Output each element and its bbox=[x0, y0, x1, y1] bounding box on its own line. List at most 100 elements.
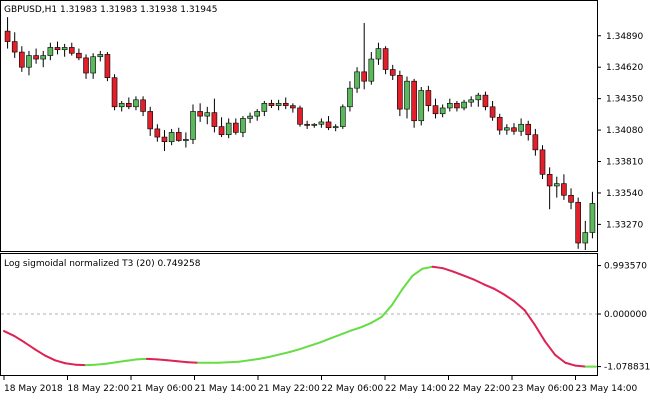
price-tick-label: 1.33270 bbox=[606, 220, 643, 230]
candle-body bbox=[432, 105, 439, 115]
candle-body bbox=[140, 99, 146, 112]
indicator-segment bbox=[278, 351, 291, 356]
candle-body bbox=[133, 99, 139, 108]
candles-group bbox=[4, 17, 596, 250]
indicator-tick-label: 0.000000 bbox=[604, 310, 647, 320]
candle-body bbox=[446, 102, 453, 109]
indicator-segment bbox=[543, 340, 557, 356]
candle-body bbox=[218, 126, 225, 136]
candle-body bbox=[418, 90, 425, 122]
indicator-segment bbox=[288, 348, 301, 354]
indicator-segment bbox=[554, 353, 567, 364]
candle-body bbox=[511, 127, 517, 132]
indicator-segment bbox=[360, 321, 373, 329]
candle-body bbox=[168, 132, 175, 143]
time-tick-label: 23 May 14:00 bbox=[576, 384, 638, 394]
indicator-segment bbox=[237, 359, 250, 363]
candle-body bbox=[425, 90, 432, 106]
indicator-segment bbox=[564, 361, 577, 367]
candle-body bbox=[97, 54, 104, 58]
indicator-segment bbox=[441, 267, 455, 273]
candle-body bbox=[33, 55, 39, 60]
candle-body bbox=[382, 48, 389, 70]
candle-body bbox=[90, 56, 96, 74]
candle-body bbox=[347, 87, 353, 108]
candle-body bbox=[197, 111, 203, 117]
indicator-segment bbox=[54, 359, 67, 365]
time-tick-label: 18 May 2018 bbox=[4, 384, 63, 394]
symbol-header: GBPUSD,H1 1.31983 1.31983 1.31938 1.3194… bbox=[4, 5, 217, 15]
candle-body bbox=[204, 112, 211, 117]
indicator-segment bbox=[125, 358, 138, 362]
candle-body bbox=[254, 111, 261, 117]
candle-body bbox=[247, 115, 253, 119]
price-tick-label: 1.34080 bbox=[606, 126, 643, 136]
time-tick-label: 22 May 14:00 bbox=[385, 384, 447, 394]
candle-body bbox=[339, 106, 346, 127]
candle-body bbox=[154, 128, 161, 138]
candle-body bbox=[389, 69, 396, 76]
price-axis: 1.34890 1.34620 1.34350 1.34080 1.33810 1.335… bbox=[597, 32, 643, 230]
candle-body bbox=[568, 194, 574, 203]
indicator-segment bbox=[431, 265, 444, 270]
candle-body bbox=[40, 55, 47, 60]
candle-body bbox=[54, 47, 61, 51]
indicator-segment bbox=[523, 309, 536, 326]
candle-body bbox=[561, 183, 567, 196]
candle-body bbox=[261, 102, 268, 112]
indicator-segment bbox=[299, 344, 312, 351]
candle-body bbox=[211, 112, 218, 127]
candle-body bbox=[225, 122, 232, 136]
price-pane-frame bbox=[0, 0, 598, 252]
candle-body bbox=[404, 80, 410, 110]
candle-body bbox=[311, 123, 318, 126]
indicator-segment bbox=[513, 300, 526, 312]
candle-body bbox=[361, 71, 367, 82]
price-tick-label: 1.34620 bbox=[606, 63, 643, 73]
candle-body bbox=[282, 102, 289, 106]
candle-body bbox=[496, 116, 503, 131]
candle-body bbox=[354, 71, 360, 89]
candle-body bbox=[11, 41, 18, 53]
candle-body bbox=[489, 106, 496, 118]
candle-body bbox=[589, 203, 596, 233]
candle-body bbox=[4, 30, 11, 42]
candle-body bbox=[290, 105, 296, 109]
candle-body bbox=[233, 122, 239, 133]
candle-body bbox=[111, 77, 118, 108]
candle-body bbox=[268, 102, 275, 106]
candle-body bbox=[190, 111, 196, 140]
indicator-segment bbox=[390, 288, 404, 307]
candle-body bbox=[26, 55, 32, 68]
candle-body bbox=[183, 139, 189, 141]
candle-body bbox=[454, 102, 460, 109]
candle-body bbox=[83, 57, 89, 74]
indicator-segment bbox=[503, 293, 516, 303]
indicator-segment bbox=[64, 362, 77, 366]
candle-body bbox=[475, 94, 482, 101]
price-tick-label: 1.34350 bbox=[606, 95, 643, 105]
indicator-segment bbox=[472, 278, 485, 286]
indicator-segment bbox=[350, 326, 363, 332]
candle-body bbox=[439, 107, 446, 115]
candle-body bbox=[61, 47, 68, 51]
indicator-segment bbox=[574, 364, 587, 368]
candle-body bbox=[532, 134, 539, 151]
indicator-segment bbox=[3, 330, 16, 337]
indicator-tick-label: 0.993570 bbox=[604, 262, 647, 272]
candle-body bbox=[411, 80, 417, 122]
candle-body bbox=[118, 102, 125, 108]
indicator-segment bbox=[13, 334, 26, 344]
indicator-segment bbox=[421, 265, 434, 270]
time-tick-label: 23 May 06:00 bbox=[512, 384, 574, 394]
time-tick-label: 18 May 22:00 bbox=[68, 384, 130, 394]
candle-body bbox=[397, 75, 403, 110]
indicator-segment bbox=[268, 353, 281, 358]
candle-body bbox=[275, 102, 282, 106]
indicator-segment bbox=[33, 348, 46, 357]
time-tick-label: 21 May 06:00 bbox=[131, 384, 193, 394]
indicator-segment bbox=[23, 341, 36, 351]
price-tick-label: 1.33540 bbox=[606, 189, 643, 199]
candle-body bbox=[518, 123, 524, 132]
